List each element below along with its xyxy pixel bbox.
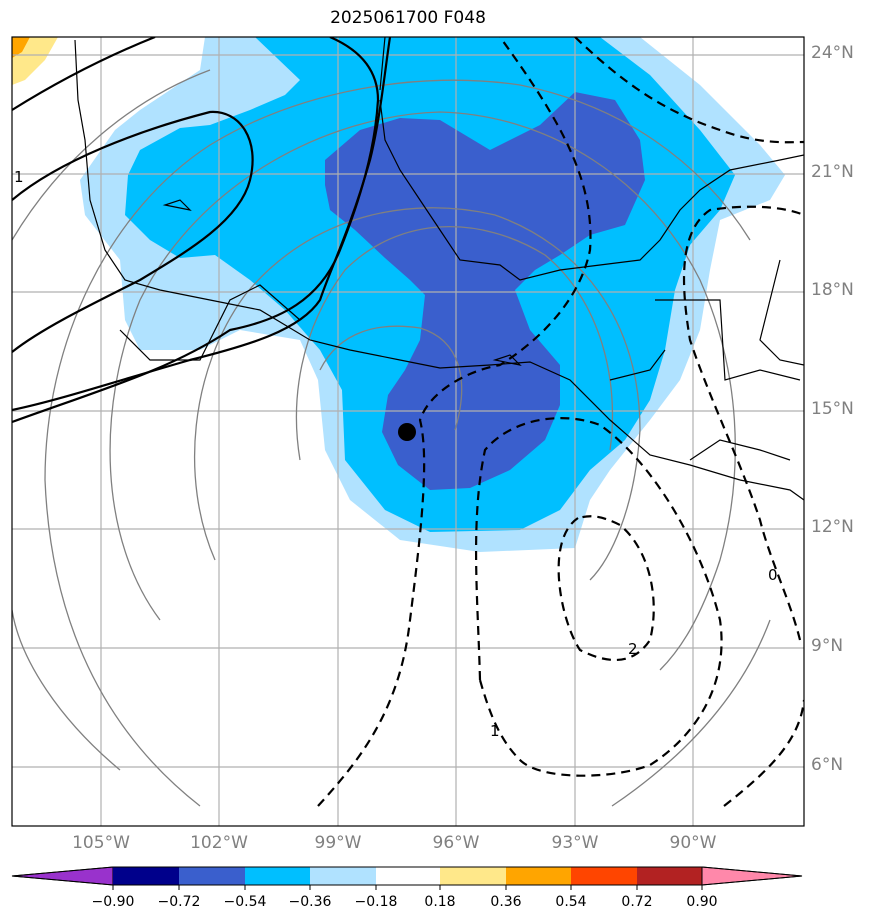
- lon-label-102w: 102°W: [190, 833, 248, 853]
- colorbar-tick-label: 0.18: [424, 894, 456, 910]
- contour-label-1-left: 1: [14, 168, 24, 186]
- map-frame: [11, 36, 805, 827]
- coastlines: [74, 37, 804, 501]
- black-solid-contours: [12, 37, 392, 424]
- colorbar-seg-2: [179, 867, 245, 885]
- colorbar-seg-5: [376, 867, 440, 885]
- shade-orange-corner: [12, 37, 30, 58]
- colorbar-seg-3: [245, 867, 310, 885]
- colorbar-min-extend: [11, 866, 114, 886]
- storm-center-marker: [398, 423, 416, 441]
- contour-label-0: 0: [768, 566, 778, 584]
- colorbar-seg-1: [113, 867, 179, 885]
- lat-label-21n: 21°N: [811, 162, 854, 182]
- lat-label-12n: 12°N: [811, 517, 854, 537]
- lat-label-6n: 6°N: [811, 755, 844, 775]
- colorbar-tick-label: −0.90: [91, 894, 135, 910]
- colorbar: [11, 866, 803, 890]
- lon-label-105w: 105°W: [72, 833, 130, 853]
- black-dashed-contours: [317, 37, 804, 807]
- colorbar-tick-label: 0.36: [490, 894, 522, 910]
- lat-label-9n: 9°N: [811, 636, 844, 656]
- lon-label-90w: 90°W: [669, 833, 717, 853]
- colorbar-seg-7: [506, 867, 571, 885]
- colorbar-tick-label: 0.90: [686, 894, 718, 910]
- colorbar-seg-6: [440, 867, 506, 885]
- colorbar-tick-label: −0.54: [223, 894, 267, 910]
- contour-label-1-bottom: 1: [490, 722, 500, 740]
- shade-royal-blue: [325, 92, 645, 490]
- lat-label-18n: 18°N: [811, 280, 854, 300]
- map-title: 2025061700 F048: [330, 8, 486, 28]
- colorbar-tick-label: 0.54: [555, 894, 587, 910]
- gray-contours: [12, 69, 771, 807]
- lon-label-96w: 96°W: [432, 833, 480, 853]
- lat-label-24n: 24°N: [811, 43, 854, 63]
- colorbar-seg-9: [637, 867, 702, 885]
- lat-label-15n: 15°N: [811, 399, 854, 419]
- colorbar-tick-label: −0.72: [157, 894, 201, 910]
- colorbar-tick-label: 0.72: [621, 894, 653, 910]
- map-area: 1 0 2 1: [12, 37, 804, 826]
- lon-label-99w: 99°W: [314, 833, 362, 853]
- colorbar-seg-4: [310, 867, 376, 885]
- colorbar-seg-8: [571, 867, 637, 885]
- colorbar-max-extend: [701, 866, 803, 886]
- colorbar-tick-label: −0.36: [288, 894, 332, 910]
- lon-label-93w: 93°W: [551, 833, 599, 853]
- contour-label-2: 2: [628, 640, 638, 658]
- colorbar-tick-label: −0.18: [354, 894, 398, 910]
